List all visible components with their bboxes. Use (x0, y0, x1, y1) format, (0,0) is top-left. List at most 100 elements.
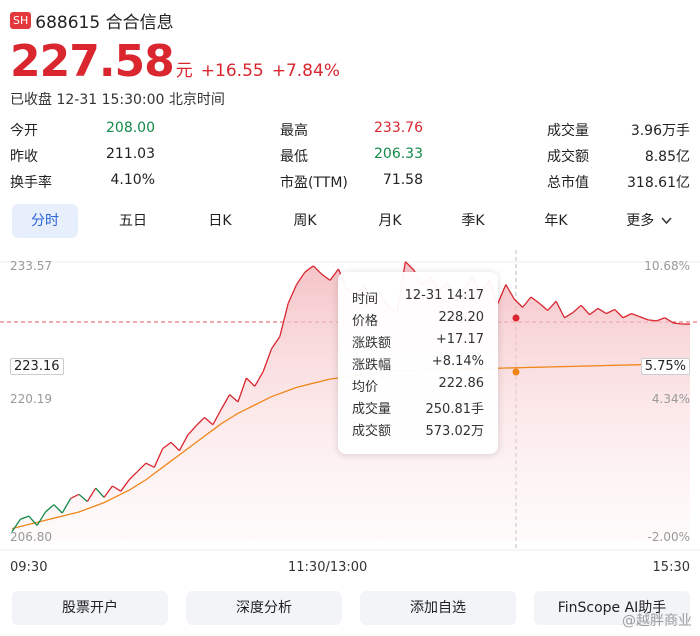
price-segment (530, 296, 540, 304)
stat-value: 71.58 (382, 172, 423, 188)
tooltip-value: +8.14% (431, 354, 484, 369)
stat-market-cap: 总市值 318.61亿 (547, 172, 690, 192)
crosshair-tooltip: 时间 12-31 14:17 价格 228.20 涨跌额 +17.17 涨跌幅 … (338, 272, 498, 454)
open-account-button[interactable]: 股票开户 (12, 591, 168, 625)
price-segment (572, 304, 582, 314)
price-segment (321, 273, 331, 281)
price-segment (597, 307, 607, 315)
tab-daily-k[interactable]: 日K (208, 213, 232, 229)
price-segment (28, 515, 38, 526)
price-segment (522, 296, 532, 308)
price-segment (580, 304, 591, 316)
price-segment (564, 312, 574, 319)
price-unit: 元 (175, 61, 193, 81)
price-segment (61, 498, 72, 514)
stat-label: 成交额 (547, 149, 589, 165)
crosshair-avg-dot (512, 368, 520, 376)
stat-label: 市盈(TTM) (280, 175, 348, 191)
price-row: 227.58 元 +16.55 +7.84% (10, 36, 348, 87)
price-segment (496, 284, 507, 305)
add-watchlist-button[interactable]: 添加自选 (360, 591, 516, 625)
price-segment (639, 316, 649, 321)
tab-quarterly-k[interactable]: 季K (461, 213, 485, 229)
price-segment (145, 462, 155, 468)
price-segment (505, 284, 515, 300)
tooltip-key: 成交量 (352, 402, 392, 417)
stat-volume: 成交量 3.96万手 (547, 120, 690, 140)
tab-more[interactable]: 更多 (614, 204, 684, 238)
crosshair-price-dot (512, 314, 520, 322)
price-segment (220, 394, 231, 410)
tooltip-value: 228.20 (438, 310, 485, 325)
stat-label: 最低 (280, 149, 308, 165)
price-segment (614, 308, 624, 319)
tooltip-key: 成交额 (352, 424, 392, 439)
price-segment (20, 515, 29, 520)
stat-value: 3.96万手 (630, 123, 690, 139)
tooltip-key: 均价 (352, 380, 379, 395)
price-segment (162, 441, 172, 450)
price-segment (112, 485, 122, 492)
stat-value: 233.76 (374, 120, 423, 136)
stat-low: 最低 206.33 (280, 146, 423, 166)
price-segment (538, 302, 549, 311)
tab-monthly-k[interactable]: 月K (378, 213, 402, 229)
stat-open: 今开 208.00 (10, 120, 155, 140)
price-segment (178, 434, 189, 451)
price-segment (153, 448, 164, 468)
y-axis-left-mid: 220.19 (10, 392, 52, 406)
stat-label: 成交量 (547, 123, 589, 139)
price-segment (95, 487, 105, 498)
current-price: 227.58 (10, 36, 175, 87)
deep-analysis-button[interactable]: 深度分析 (186, 591, 342, 625)
price-segment (312, 265, 323, 275)
price-segment (547, 300, 557, 311)
exchange-badge: SH (10, 12, 32, 29)
stock-code-name: 688615 合合信息 (35, 13, 174, 33)
price-segment (304, 265, 314, 273)
stat-prev-close: 昨收 211.03 (10, 146, 155, 166)
price-segment (673, 322, 682, 325)
watermark: @越胖商业 (622, 613, 692, 629)
y-axis-right-mid: 4.34% (651, 392, 690, 406)
x-axis-close: 15:30 (652, 560, 690, 575)
tooltip-value: +17.17 (435, 332, 484, 347)
tab-five-day[interactable]: 五日 (119, 213, 147, 229)
tab-weekly-k[interactable]: 周K (293, 213, 317, 229)
stat-label: 昨收 (10, 149, 38, 165)
price-segment (513, 298, 524, 308)
price-segment (11, 518, 21, 533)
price-segment (279, 303, 289, 337)
stat-high: 最高 233.76 (280, 120, 423, 140)
stat-label: 换手率 (10, 175, 52, 191)
tooltip-key: 时间 (352, 292, 379, 307)
price-segment (237, 377, 247, 403)
y-axis-left-high: 233.57 (10, 259, 52, 273)
price-segment (622, 313, 632, 319)
price-segment (245, 377, 256, 387)
tab-yearly-k[interactable]: 年K (544, 213, 568, 229)
tab-intraday[interactable]: 分时 (12, 204, 78, 238)
y-axis-left-low: 206.80 (10, 530, 52, 544)
stat-value: 206.33 (374, 146, 423, 162)
tooltip-row-turnover: 成交额 573.02万 (352, 420, 484, 440)
price-segment (36, 511, 47, 526)
price-segment (404, 261, 415, 271)
stat-value: 8.85亿 (644, 149, 690, 165)
price-change-percent: +7.84% (271, 61, 340, 81)
price-segment (329, 268, 339, 281)
finscope-ai-button[interactable]: FinScope AI助手 (534, 591, 690, 625)
price-segment (589, 307, 599, 316)
y-axis-right-high: 10.68% (644, 259, 690, 273)
tooltip-row-avg-price: 均价 222.86 (352, 376, 484, 396)
price-segment (631, 313, 641, 318)
price-segment (270, 336, 281, 350)
x-axis-open: 09:30 (10, 560, 48, 575)
tooltip-row-price: 价格 228.20 (352, 310, 484, 330)
tooltip-value: 222.86 (438, 376, 485, 391)
tooltip-key: 涨跌幅 (352, 358, 392, 373)
chevron-down-icon (661, 217, 672, 225)
price-segment (86, 487, 97, 502)
price-segment (606, 308, 615, 315)
stat-turnover-rate: 换手率 4.10% (10, 172, 155, 192)
